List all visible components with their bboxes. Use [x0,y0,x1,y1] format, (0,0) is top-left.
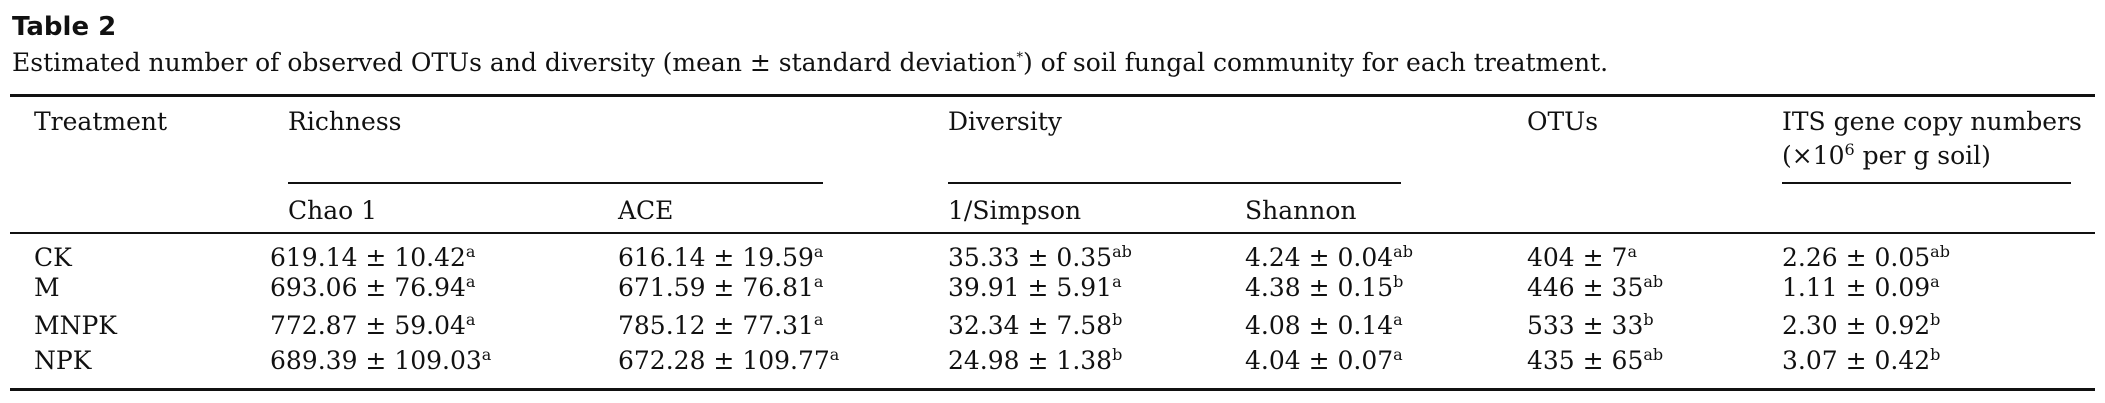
cell-ace: 785.12 ± 77.31a [618,310,824,340]
cell-its: 1.11 ± 0.09a [1782,272,1940,302]
header-its-line2: (×106 per g soil) [1782,140,1991,170]
cell-simpson: 24.98 ± 1.38b [948,345,1123,375]
cell-treatment: CK [34,243,72,272]
bottom-rule [10,388,2095,391]
cell-otus: 404 ± 7a [1527,242,1638,272]
header-otus: OTUs [1527,107,1599,136]
header-rule [10,232,2095,234]
table-caption: Estimated number of observed OTUs and di… [12,48,1609,77]
cell-chao1: 689.39 ± 109.03a [270,345,492,375]
cell-chao1: 619.14 ± 10.42a [270,242,476,272]
header-shannon: Shannon [1245,196,1357,225]
cell-shannon: 4.24 ± 0.04ab [1245,242,1413,272]
header-diversity: Diversity [948,107,1062,136]
cell-chao1: 772.87 ± 59.04a [270,310,476,340]
cell-ace: 671.59 ± 76.81a [618,272,824,302]
richness-span-rule [288,182,823,184]
cell-its: 2.26 ± 0.05ab [1782,242,1950,272]
cell-treatment: M [34,273,60,302]
table-label: Table 2 [12,12,117,42]
cell-otus: 446 ± 35ab [1527,272,1664,302]
its-span-rule [1782,182,2071,184]
header-its-line1: ITS gene copy numbers [1782,107,2082,136]
cell-shannon: 4.38 ± 0.15b [1245,272,1404,302]
header-chao1: Chao 1 [288,196,378,225]
header-simpson: 1/Simpson [948,196,1082,225]
cell-chao1: 693.06 ± 76.94a [270,272,476,302]
cell-treatment: NPK [34,346,92,375]
cell-simpson: 35.33 ± 0.35ab [948,242,1132,272]
cell-its: 2.30 ± 0.92b [1782,310,1941,340]
header-richness: Richness [288,107,402,136]
cell-shannon: 4.08 ± 0.14a [1245,310,1403,340]
cell-otus: 435 ± 65ab [1527,345,1664,375]
caption-footnote-mark: * [1016,50,1023,66]
top-rule [10,94,2095,97]
header-ace: ACE [618,196,674,225]
header-treatment: Treatment [34,107,168,136]
diversity-span-rule [948,182,1401,184]
cell-treatment: MNPK [34,311,117,340]
cell-ace: 616.14 ± 19.59a [618,242,824,272]
cell-simpson: 39.91 ± 5.91a [948,272,1122,302]
cell-otus: 533 ± 33b [1527,310,1654,340]
cell-ace: 672.28 ± 109.77a [618,345,840,375]
cell-its: 3.07 ± 0.42b [1782,345,1941,375]
cell-simpson: 32.34 ± 7.58b [948,310,1123,340]
cell-shannon: 4.04 ± 0.07a [1245,345,1403,375]
